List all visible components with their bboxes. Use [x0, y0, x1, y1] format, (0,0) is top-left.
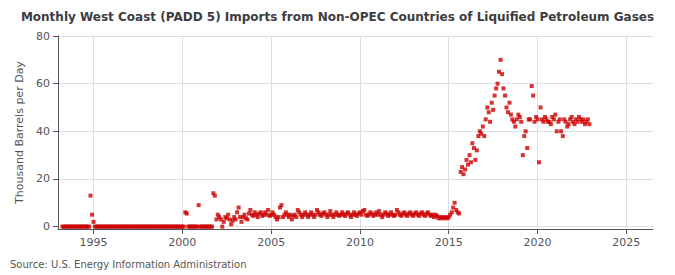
svg-text:2020: 2020 [524, 236, 552, 249]
svg-text:0: 0 [43, 220, 50, 233]
svg-text:40: 40 [36, 125, 50, 138]
svg-text:Monthly West Coast (PADD 5) Im: Monthly West Coast (PADD 5) Imports from… [21, 10, 654, 24]
svg-text:1995: 1995 [80, 236, 108, 249]
svg-text:2000: 2000 [168, 236, 196, 249]
svg-text:60: 60 [36, 77, 50, 90]
svg-text:Source: U.S. Energy Informatio: Source: U.S. Energy Information Administ… [10, 259, 247, 270]
svg-text:2010: 2010 [346, 236, 374, 249]
svg-text:2015: 2015 [435, 236, 463, 249]
svg-text:2025: 2025 [612, 236, 640, 249]
svg-text:20: 20 [36, 172, 50, 185]
svg-text:2005: 2005 [257, 236, 285, 249]
svg-text:80: 80 [36, 30, 50, 43]
svg-text:Thousand Barrels per Day: Thousand Barrels per Day [13, 61, 26, 205]
